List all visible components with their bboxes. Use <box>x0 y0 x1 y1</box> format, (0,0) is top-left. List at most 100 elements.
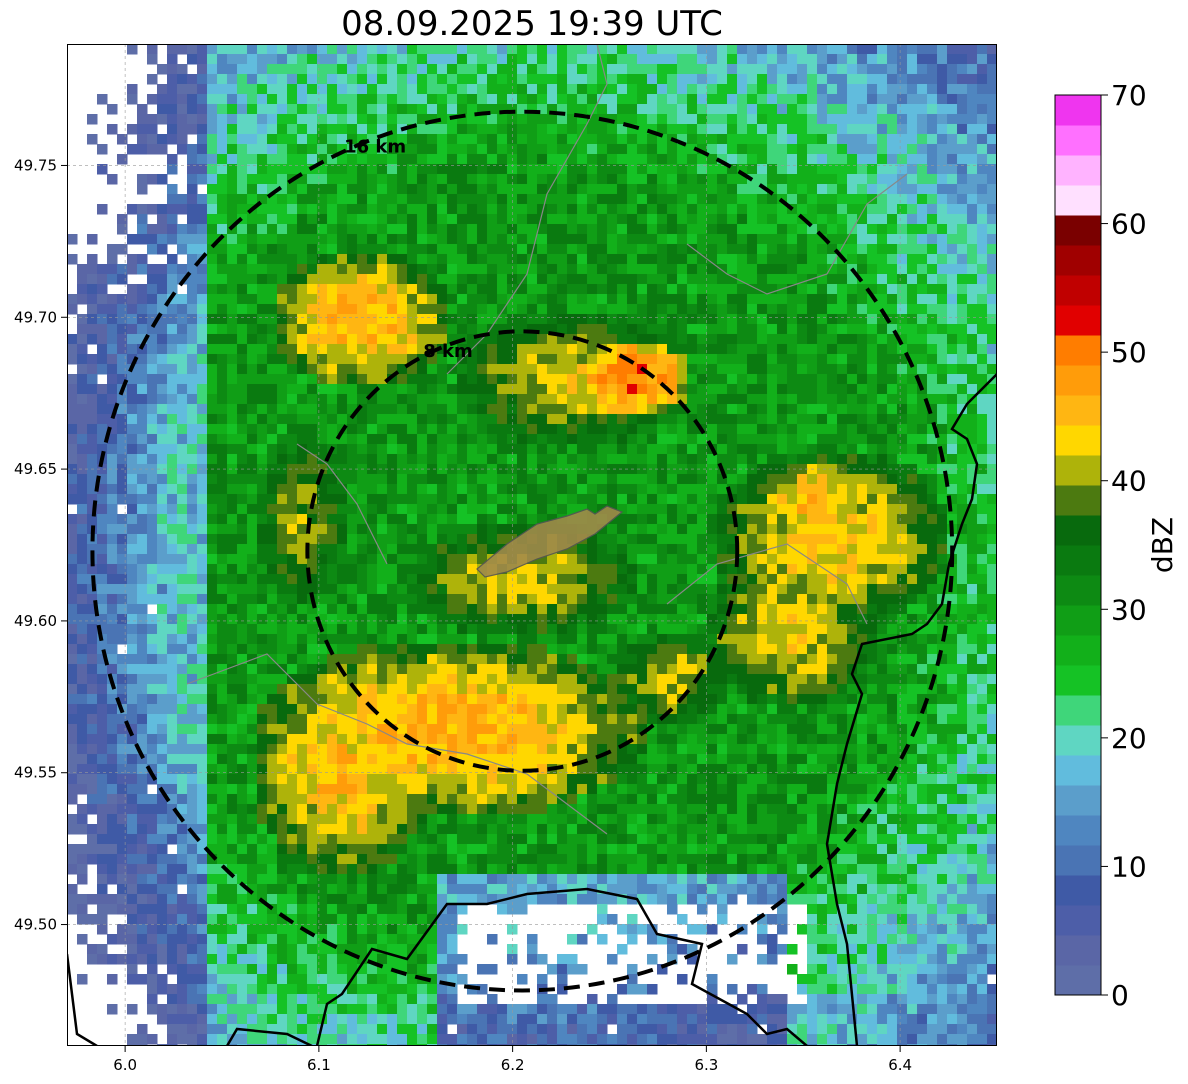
reflectivity-cell <box>427 524 438 535</box>
reflectivity-cell <box>297 224 308 235</box>
reflectivity-cell <box>147 394 158 405</box>
reflectivity-cell <box>237 324 248 335</box>
reflectivity-cell <box>157 294 168 305</box>
reflectivity-cell <box>557 484 568 495</box>
reflectivity-cell <box>427 554 438 565</box>
reflectivity-cell <box>907 434 918 445</box>
reflectivity-cell <box>237 274 248 285</box>
reflectivity-cell <box>357 314 368 325</box>
reflectivity-cell <box>177 244 188 255</box>
reflectivity-cell <box>437 214 448 225</box>
reflectivity-cell <box>767 74 778 85</box>
reflectivity-cell <box>527 294 538 305</box>
reflectivity-cell <box>137 534 148 545</box>
reflectivity-cell <box>187 554 198 565</box>
reflectivity-cell <box>867 534 878 545</box>
reflectivity-cell <box>497 354 508 365</box>
reflectivity-cell <box>417 424 428 435</box>
reflectivity-cell <box>417 114 428 125</box>
reflectivity-cell <box>477 224 488 235</box>
reflectivity-cell <box>877 284 888 295</box>
reflectivity-cell <box>567 114 578 125</box>
reflectivity-cell <box>127 414 138 425</box>
reflectivity-cell <box>737 374 748 385</box>
reflectivity-cell <box>167 74 178 85</box>
reflectivity-cell <box>467 44 478 55</box>
reflectivity-cell <box>397 334 408 345</box>
reflectivity-cell <box>417 274 428 285</box>
reflectivity-cell <box>637 134 648 145</box>
reflectivity-cell <box>127 594 138 605</box>
reflectivity-cell <box>447 454 458 465</box>
reflectivity-cell <box>857 364 868 375</box>
reflectivity-cell <box>227 64 238 75</box>
reflectivity-cell <box>127 464 138 475</box>
reflectivity-cell <box>737 264 748 275</box>
reflectivity-cell <box>67 564 78 575</box>
reflectivity-cell <box>597 434 608 445</box>
reflectivity-cell <box>237 594 248 605</box>
reflectivity-cell <box>667 204 678 215</box>
reflectivity-cell <box>167 574 178 585</box>
reflectivity-cell <box>827 444 838 455</box>
reflectivity-cell <box>867 524 878 535</box>
reflectivity-cell <box>117 554 128 565</box>
reflectivity-cell <box>327 344 338 355</box>
reflectivity-cell <box>287 214 298 225</box>
reflectivity-cell <box>337 494 348 505</box>
reflectivity-cell <box>617 264 628 275</box>
reflectivity-cell <box>397 534 408 545</box>
reflectivity-cell <box>867 274 878 285</box>
reflectivity-cell <box>117 544 128 555</box>
reflectivity-cell <box>127 324 138 335</box>
reflectivity-cell <box>827 94 838 105</box>
reflectivity-cell <box>637 394 648 405</box>
reflectivity-cell <box>817 154 828 165</box>
reflectivity-cell <box>827 474 838 485</box>
reflectivity-cell <box>587 174 598 185</box>
reflectivity-cell <box>237 574 248 585</box>
reflectivity-cell <box>897 104 908 115</box>
reflectivity-cell <box>937 224 948 235</box>
reflectivity-cell <box>537 574 548 585</box>
reflectivity-cell <box>437 454 448 465</box>
reflectivity-cell <box>437 284 448 295</box>
reflectivity-cell <box>577 94 588 105</box>
reflectivity-cell <box>607 84 618 95</box>
reflectivity-cell <box>307 44 318 55</box>
reflectivity-cell <box>447 544 458 555</box>
reflectivity-cell <box>687 544 698 555</box>
reflectivity-cell <box>377 124 388 135</box>
reflectivity-cell <box>307 124 318 135</box>
reflectivity-cell <box>727 564 738 575</box>
reflectivity-cell <box>627 414 638 425</box>
reflectivity-cell <box>197 194 208 205</box>
reflectivity-cell <box>757 454 768 465</box>
reflectivity-cell <box>237 394 248 405</box>
reflectivity-cell <box>227 74 238 85</box>
reflectivity-cell <box>967 454 978 465</box>
reflectivity-cell <box>867 114 878 125</box>
reflectivity-cell <box>847 554 858 565</box>
reflectivity-cell <box>147 574 158 585</box>
reflectivity-cell <box>467 104 478 115</box>
reflectivity-cell <box>237 334 248 345</box>
reflectivity-cell <box>157 84 168 95</box>
reflectivity-cell <box>257 394 268 405</box>
reflectivity-cell <box>107 464 118 475</box>
reflectivity-cell <box>337 84 348 95</box>
reflectivity-cell <box>197 404 208 415</box>
reflectivity-cell <box>767 404 778 415</box>
reflectivity-cell <box>817 454 828 465</box>
reflectivity-cell <box>907 204 918 215</box>
reflectivity-cell <box>87 374 98 385</box>
reflectivity-cell <box>737 124 748 135</box>
reflectivity-cell <box>817 314 828 325</box>
reflectivity-cell <box>607 54 618 65</box>
reflectivity-cell <box>647 144 658 155</box>
reflectivity-cell <box>427 534 438 545</box>
reflectivity-cell <box>177 234 188 245</box>
reflectivity-cell <box>657 214 668 225</box>
reflectivity-cell <box>857 64 868 75</box>
reflectivity-cell <box>777 344 788 355</box>
